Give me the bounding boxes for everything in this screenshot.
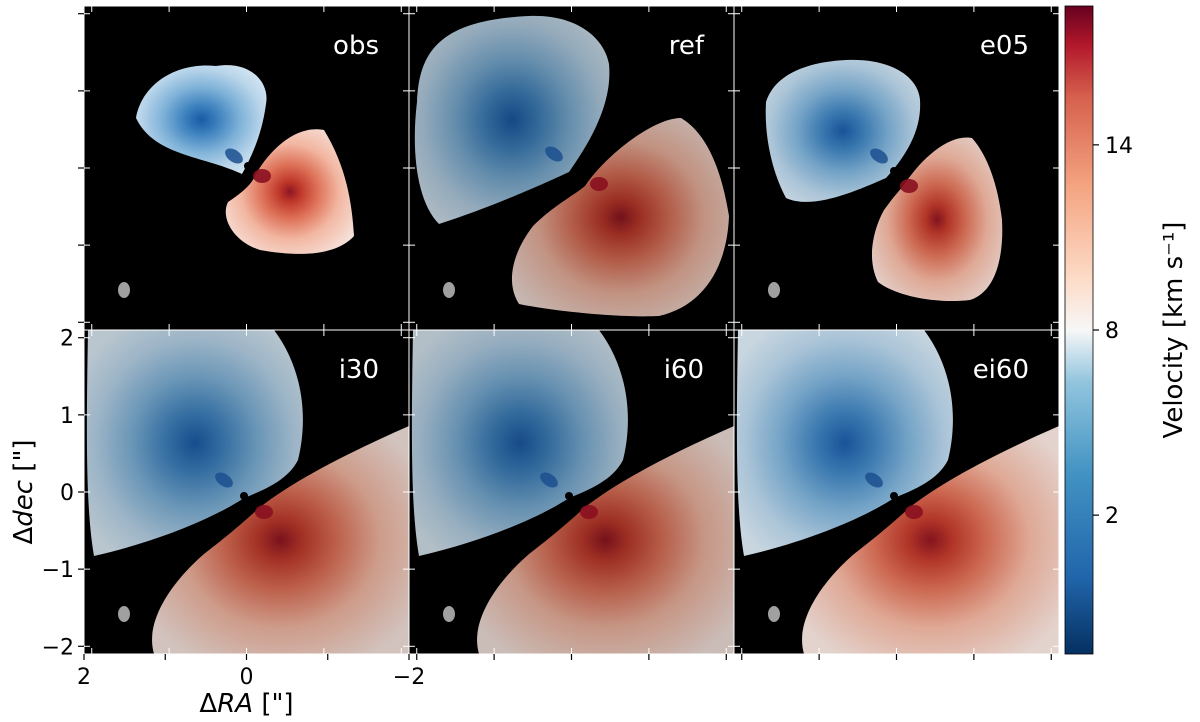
y-axis-label-prefix: Δ	[9, 527, 39, 545]
blue-core	[215, 472, 233, 488]
redshifted-lobe	[225, 129, 354, 254]
red-core	[900, 179, 918, 193]
colorbar-label: Velocity [km s⁻¹]	[1159, 222, 1189, 439]
redshifted-lobe	[152, 426, 409, 654]
panel-i60: i60	[408, 329, 735, 655]
source-center	[572, 165, 581, 173]
red-core	[253, 169, 271, 183]
panel-label: e05	[980, 31, 1029, 61]
blue-core	[225, 148, 243, 164]
blueshifted-lobe	[411, 330, 628, 556]
redshifted-lobe	[511, 118, 729, 317]
red-core	[905, 505, 923, 519]
panel-label: ei60	[973, 355, 1029, 385]
panel-label: i30	[339, 355, 379, 385]
blueshifted-lobe	[86, 330, 303, 556]
x-tick-label: 2	[77, 665, 91, 690]
beam-ellipse	[768, 282, 780, 298]
y-axis-label-unit: ["]	[9, 439, 39, 480]
y-tick-label: −1	[42, 558, 74, 583]
redshifted-lobe	[871, 137, 1003, 302]
blueshifted-lobe	[765, 59, 921, 202]
x-axis-label: ΔRA ["]	[199, 689, 293, 719]
source-center	[565, 492, 573, 500]
blue-core	[865, 472, 883, 488]
colorbar-tick-label: 2	[1105, 504, 1119, 529]
blueshifted-lobe	[414, 15, 610, 225]
blue-core	[545, 146, 563, 162]
panel-ref: ref	[408, 5, 735, 331]
panel-label: ref	[669, 31, 705, 61]
red-core	[580, 505, 598, 519]
colorbar-tick-label: 14	[1105, 134, 1133, 159]
beam-ellipse	[443, 606, 455, 622]
panel-label: obs	[333, 31, 379, 61]
blue-core	[540, 472, 558, 488]
beam-ellipse	[768, 606, 780, 622]
beam-ellipse	[443, 282, 455, 298]
source-center	[240, 492, 248, 500]
y-tick-label: −2	[42, 635, 74, 660]
y-axis-label: Δdec ["]	[9, 439, 39, 544]
colorbar-tick-label: 8	[1105, 319, 1119, 344]
panel-i30: i30	[83, 329, 410, 655]
panel-obs: obs	[83, 5, 410, 331]
x-axis-label-prefix: Δ	[199, 689, 217, 719]
source-center	[244, 162, 252, 170]
x-tick-label: −2	[393, 665, 425, 690]
panel-e05: e05	[733, 5, 1060, 331]
colorbar: 2 8 14 Velocity [km s⁻¹]	[1064, 5, 1189, 655]
beam-ellipse	[118, 606, 130, 622]
blueshifted-lobe	[736, 330, 953, 556]
y-axis-label-var: dec	[9, 480, 39, 527]
y-tick-label: 2	[60, 327, 74, 352]
panel-grid: obs ref e05 i30 i60 ei60	[83, 5, 1060, 655]
y-tick-label: 1	[60, 404, 74, 429]
source-center	[890, 167, 898, 175]
red-core	[590, 177, 608, 191]
panel-ei60: ei60	[733, 329, 1060, 655]
colorbar-gradient	[1064, 5, 1094, 655]
x-axis-label-unit: ["]	[253, 689, 294, 719]
y-tick-label: 0	[60, 481, 74, 506]
redshifted-lobe	[477, 426, 734, 654]
blueshifted-lobe	[136, 65, 267, 174]
beam-ellipse	[118, 282, 130, 298]
x-axis-label-var: RA	[217, 689, 253, 719]
redshifted-lobe	[802, 426, 1059, 654]
source-center	[890, 492, 898, 500]
x-tick-label: 0	[240, 665, 254, 690]
red-core	[255, 505, 273, 519]
panel-label: i60	[664, 355, 704, 385]
blue-core	[870, 148, 888, 164]
